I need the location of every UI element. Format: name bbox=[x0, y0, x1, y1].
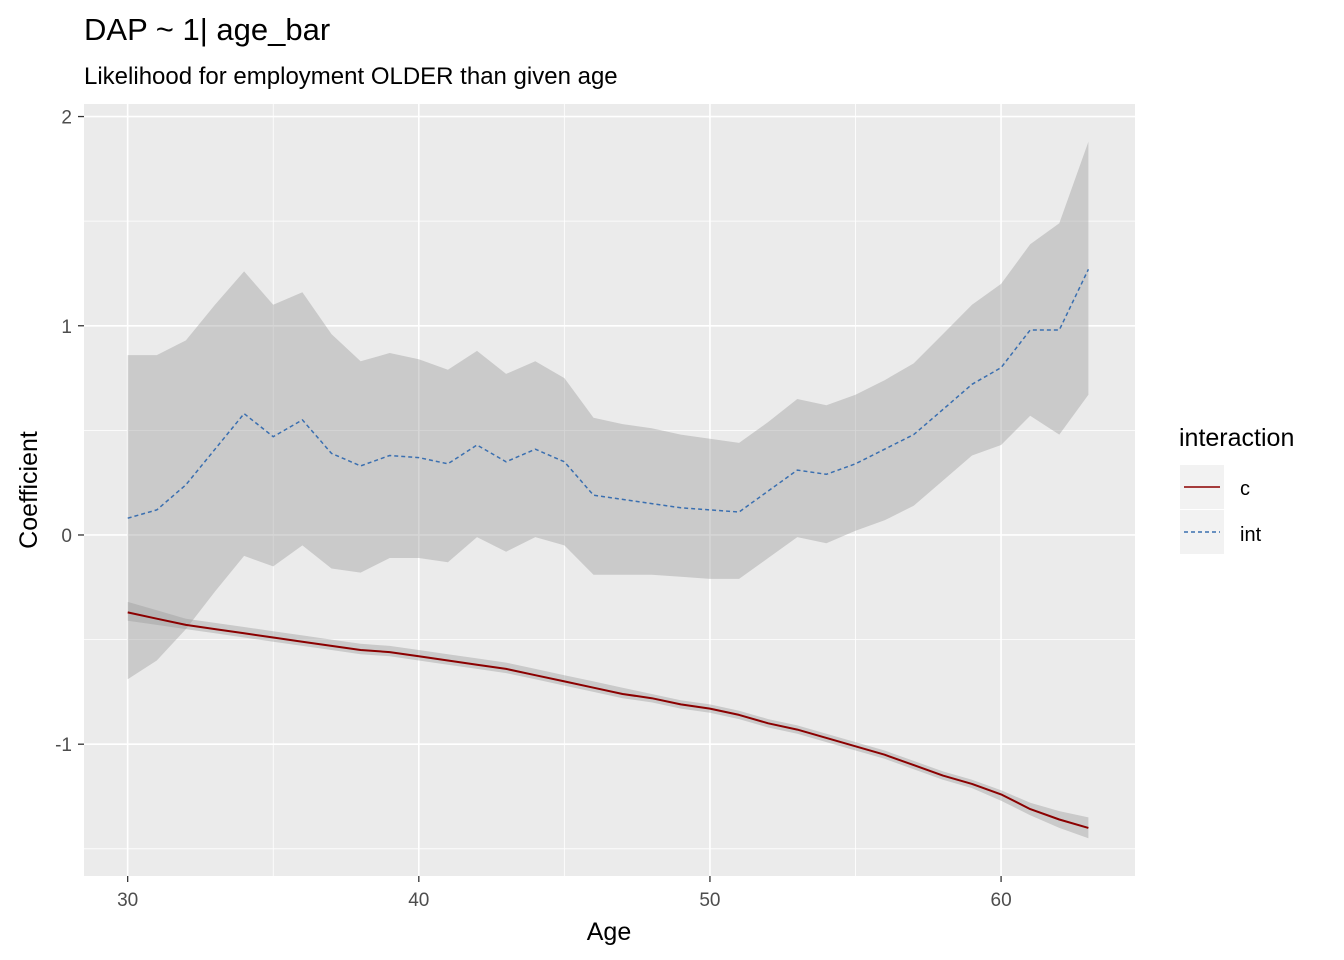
series-line-int bbox=[127, 268, 1090, 519]
y-tick-label: 1 bbox=[61, 317, 72, 338]
series-line-c bbox=[127, 611, 1089, 829]
x-tick-label: 50 bbox=[699, 890, 720, 911]
ribbon-int bbox=[127, 141, 1089, 680]
chart-title: DAP ~ 1| age_bar bbox=[84, 12, 330, 47]
y-axis: -1 0 1 2 bbox=[55, 108, 84, 756]
y-axis-title: Coefficient bbox=[15, 431, 43, 549]
ribbon-c bbox=[127, 601, 1089, 839]
chart-subtitle: Likelihood for employment OLDER than giv… bbox=[84, 63, 618, 90]
x-tick-label: 60 bbox=[991, 890, 1012, 911]
confidence-ribbons bbox=[127, 141, 1089, 839]
y-tick-label: -1 bbox=[55, 735, 72, 756]
y-tick-label: 2 bbox=[61, 108, 72, 129]
legend-label-int: int bbox=[1240, 524, 1262, 546]
plot-panel bbox=[84, 104, 1135, 876]
x-tick-label: 40 bbox=[408, 890, 429, 911]
grid-major bbox=[84, 104, 1135, 876]
legend-title: interaction bbox=[1179, 424, 1294, 452]
grid-minor bbox=[84, 104, 1135, 876]
legend: interaction c int bbox=[1179, 424, 1294, 554]
x-tick-label: 30 bbox=[117, 890, 138, 911]
legend-label-c: c bbox=[1240, 478, 1250, 500]
series-lines bbox=[127, 268, 1090, 829]
x-axis: 30 40 50 60 bbox=[117, 876, 1012, 911]
y-tick-label: 0 bbox=[61, 526, 72, 547]
x-axis-title: Age bbox=[587, 918, 631, 946]
